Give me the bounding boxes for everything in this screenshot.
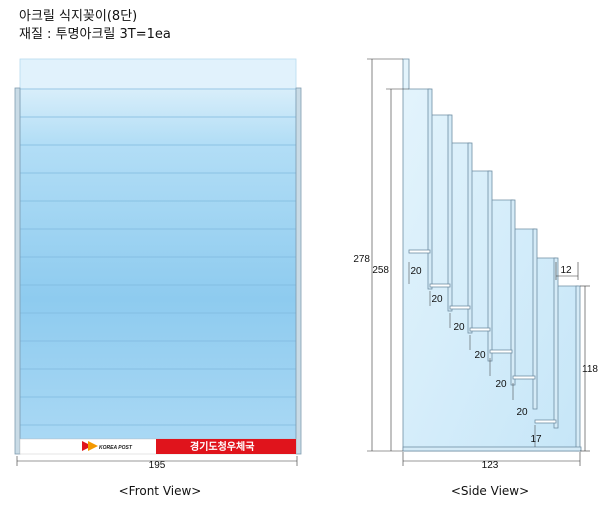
step-label-4: 20 xyxy=(474,350,486,361)
logo-text: KOREA POST xyxy=(99,445,133,451)
base-width-dimension xyxy=(402,452,581,466)
title-block: 아크릴 식지꽂이(8단) 재질 : 투명아크릴 3T=1ea xyxy=(19,8,171,44)
step-label-3: 20 xyxy=(453,322,465,333)
banner-text: 경기도청우체국 xyxy=(190,440,254,453)
banner-red-bar xyxy=(156,439,296,454)
product-title: 아크릴 식지꽂이(8단) xyxy=(19,9,138,24)
total-height-label: 278 xyxy=(353,254,370,265)
left-side-edge xyxy=(14,87,21,455)
front-width-label: 195 xyxy=(149,460,166,471)
post-office-banner: KOREA POST 경기도청우체국 xyxy=(19,438,297,455)
back-panel-top xyxy=(19,58,297,90)
front-panel xyxy=(19,88,297,440)
side-view: 278 258 20 20 20 20 20 20 17 12 xyxy=(353,58,598,498)
shelf-depth-dimension xyxy=(555,262,579,280)
step-label-1: 20 xyxy=(410,266,422,277)
step-label-2: 20 xyxy=(431,294,443,305)
base-width-label: 123 xyxy=(482,460,499,471)
front-height-dimension xyxy=(580,285,590,452)
korea-post-logo-icon xyxy=(82,441,98,451)
side-base xyxy=(402,446,582,452)
right-side-edge xyxy=(295,87,302,455)
material-spec: 재질 : 투명아크릴 3T=1ea xyxy=(19,27,171,42)
front-width-dimension xyxy=(16,456,298,466)
front-height-label: 118 xyxy=(582,364,598,375)
side-view-caption: <Side View> xyxy=(451,484,529,498)
back-height-label: 258 xyxy=(372,265,389,276)
step-ticks xyxy=(408,262,536,447)
shelf-bottoms xyxy=(408,249,557,424)
front-view-caption: <Front View> xyxy=(119,484,202,498)
step-label-6: 20 xyxy=(516,407,528,418)
step-label-5: 20 xyxy=(495,379,507,390)
back-height-dimension xyxy=(386,88,409,451)
shelf-depth-label: 12 xyxy=(560,265,572,276)
last-step-label: 17 xyxy=(530,434,542,445)
shelf-lines xyxy=(20,116,296,426)
front-view: KOREA POST 경기도청우체국 195 <Front View> xyxy=(14,58,302,498)
total-height-dimension xyxy=(367,58,403,452)
shelf-plates xyxy=(427,88,581,452)
